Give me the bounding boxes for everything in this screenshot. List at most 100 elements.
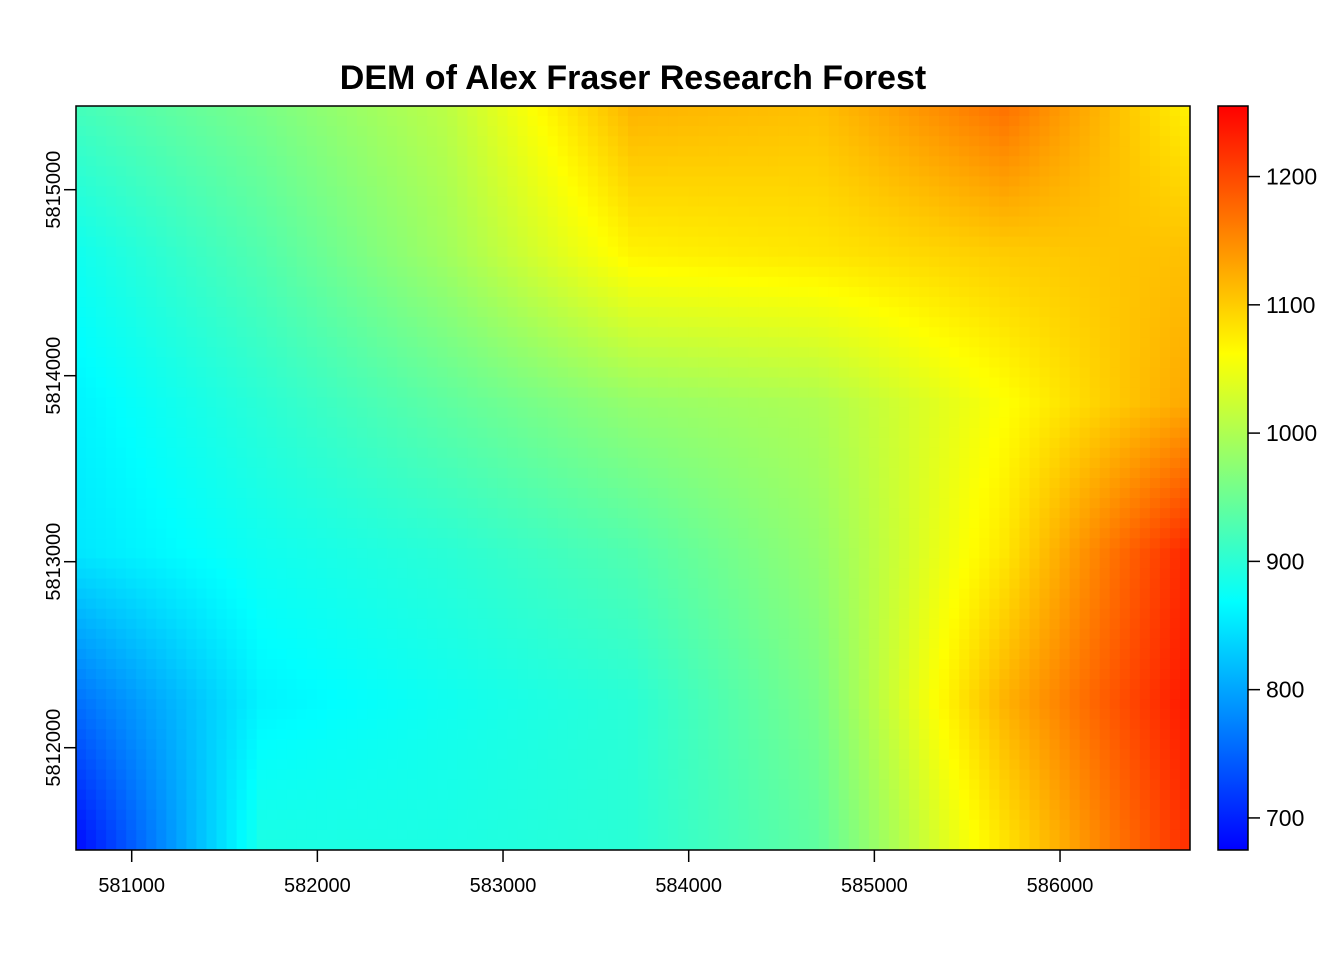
raster-cell [577, 317, 589, 328]
raster-cell [638, 266, 649, 278]
raster-cell [1059, 457, 1071, 469]
raster-cell [357, 307, 368, 318]
raster-cell [919, 357, 930, 368]
raster-cell [226, 528, 238, 539]
raster-cell [989, 116, 1000, 127]
raster-cell [377, 397, 388, 409]
raster-cell [246, 427, 258, 439]
raster-cell [196, 548, 208, 560]
raster-cell [156, 427, 167, 439]
raster-cell [76, 327, 87, 338]
raster-cell [1099, 216, 1111, 228]
raster-cell [487, 538, 499, 549]
raster-cell [146, 186, 157, 198]
raster-cell [1069, 226, 1081, 238]
raster-cell [166, 216, 177, 228]
raster-cell [407, 538, 418, 549]
raster-cell [256, 266, 268, 278]
raster-cell [236, 196, 248, 208]
raster-cell [698, 126, 709, 137]
raster-cell [597, 166, 609, 177]
raster-cell [457, 528, 469, 539]
raster-cell [1019, 286, 1031, 298]
raster-cell [638, 427, 649, 439]
raster-cell [838, 518, 850, 529]
raster-cell [236, 236, 248, 248]
raster-cell [929, 327, 940, 338]
raster-cell [828, 367, 840, 379]
raster-cell [617, 266, 629, 278]
raster-cell [507, 337, 519, 348]
raster-cell [487, 206, 499, 218]
raster-cell [256, 538, 268, 549]
raster-cell [668, 508, 679, 519]
raster-cell [648, 447, 659, 459]
raster-cell [246, 437, 258, 449]
raster-cell [136, 156, 147, 167]
raster-cell [226, 136, 238, 147]
raster-cell [156, 156, 167, 167]
raster-cell [959, 256, 970, 268]
raster-cell [96, 297, 107, 308]
raster-cell [256, 286, 268, 298]
raster-cell [1089, 186, 1101, 198]
raster-cell [547, 548, 559, 560]
raster-cell [577, 186, 589, 198]
raster-cell [668, 417, 679, 429]
raster-cell [848, 286, 860, 298]
raster-cell [868, 266, 880, 278]
raster-cell [818, 286, 830, 298]
raster-cell [898, 447, 910, 459]
raster-cell [236, 528, 248, 539]
raster-cell [678, 286, 689, 298]
raster-cell [427, 236, 438, 248]
raster-cell [457, 518, 469, 529]
raster-cell [96, 357, 107, 368]
raster-cell [798, 307, 810, 318]
raster-cell [226, 307, 238, 318]
raster-cell [668, 136, 679, 147]
raster-cell [497, 106, 509, 117]
raster-cell [106, 548, 117, 560]
raster-cell [999, 246, 1010, 258]
raster-cell [1149, 297, 1161, 308]
raster-cell [166, 417, 177, 429]
raster-cell [617, 427, 629, 439]
raster-cell [728, 467, 739, 479]
raster-cell [276, 286, 288, 298]
raster-cell [96, 347, 107, 358]
raster-cell [788, 246, 800, 258]
raster-cell [507, 286, 519, 298]
raster-cell [477, 347, 489, 358]
raster-cell [106, 407, 117, 419]
raster-cell [106, 427, 117, 439]
raster-cell [878, 357, 890, 368]
raster-cell [878, 136, 890, 147]
raster-cell [537, 367, 549, 379]
raster-cell [527, 417, 539, 429]
raster-cell [929, 347, 940, 358]
raster-cell [447, 447, 458, 459]
raster-cell [1119, 467, 1131, 479]
raster-cell [336, 156, 348, 167]
raster-cell [898, 186, 910, 198]
raster-cell [1069, 106, 1081, 117]
raster-cell [236, 276, 248, 288]
raster-cell [979, 166, 990, 177]
raster-cell [226, 256, 238, 268]
raster-cell [778, 488, 790, 499]
raster-cell [467, 347, 479, 358]
raster-cell [186, 407, 198, 419]
raster-cell [176, 266, 187, 278]
raster-cell [939, 488, 950, 499]
raster-cell [808, 256, 820, 268]
raster-cell [286, 327, 298, 338]
raster-cell [748, 508, 760, 519]
raster-cell [336, 528, 348, 539]
raster-cell [517, 327, 529, 338]
raster-cell [758, 236, 770, 248]
raster-cell [336, 447, 348, 459]
raster-cell [226, 447, 238, 459]
raster-cell [537, 246, 549, 258]
raster-cell [1119, 146, 1131, 157]
